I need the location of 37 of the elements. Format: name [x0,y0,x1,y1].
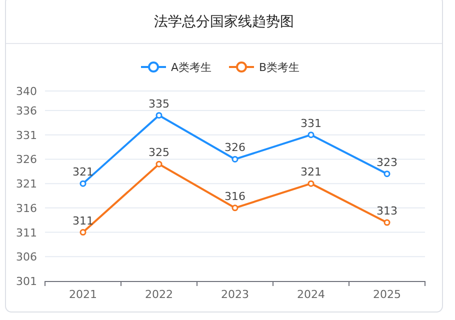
data-label: 331 [300,116,322,130]
point [80,229,86,236]
y-tick-label: 321 [16,178,37,191]
y-tick-label: 306 [16,250,37,264]
point [384,170,390,178]
point [308,180,314,187]
data-label: 316 [224,190,246,203]
y-tick-label: 326 [16,153,37,166]
y-tick-label: 336 [16,104,37,118]
x-tick-label: 2022 [145,288,173,301]
point [232,204,238,212]
x-tick-label: 2024 [297,288,325,301]
data-label: 323 [376,156,398,169]
y-tick-label: 301 [16,275,37,288]
data-label: 335 [148,97,170,110]
point [80,180,86,187]
x-tick-label: 2025 [373,288,401,301]
point [156,112,162,119]
point [384,219,390,226]
data-label: 321 [72,166,94,179]
data-label: 311 [72,214,94,228]
data-label: 326 [224,141,246,154]
point [232,156,238,162]
legend-label: A类考生 [171,61,212,74]
title: 法学总分国家线趋势图 [154,14,294,30]
legend-label: B类考生 [259,61,300,74]
data-label: 313 [376,204,398,218]
y-tick-label: 340 [16,85,37,98]
point [156,160,162,168]
data-label: 321 [300,166,322,179]
point [308,132,314,138]
y-tick-label: 316 [16,202,37,215]
y-tick-label: 331 [16,128,37,142]
x-tick-label: 2023 [221,288,249,301]
x-tick-label: 2021 [69,288,97,301]
y-tick-label: 311 [16,226,37,240]
data-label: 325 [148,146,170,160]
